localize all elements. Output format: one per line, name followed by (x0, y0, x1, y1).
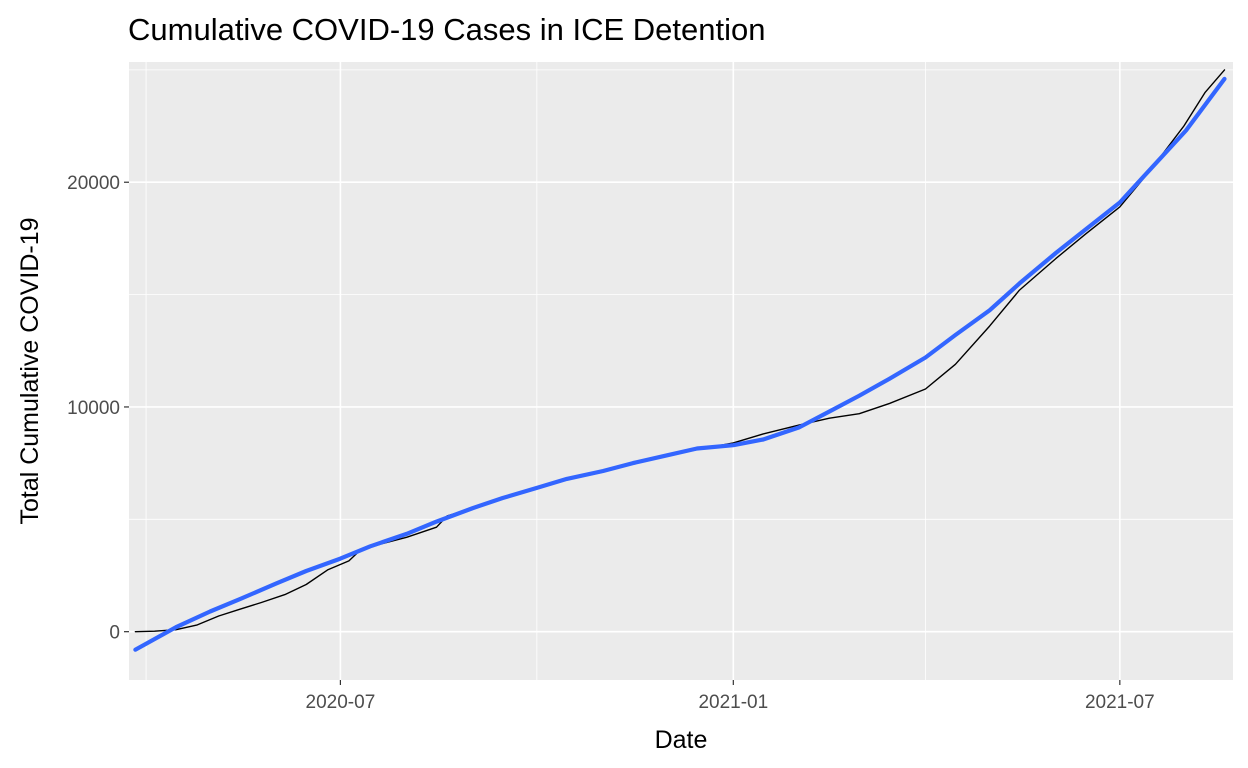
y-tick-label: 10000 (67, 398, 120, 419)
y-axis-title: Total Cumulative COVID-19 (16, 217, 44, 524)
smoothed-trend-line (133, 76, 1227, 652)
x-tick-label: 2020-07 (306, 692, 376, 713)
series-layer (133, 69, 1227, 652)
chart-title: Cumulative COVID-19 Cases in ICE Detenti… (128, 12, 765, 47)
gridlines (129, 62, 1233, 680)
axis-ticks: 0 10000 20000 2020-07 2021-01 2021-07 (67, 173, 1155, 713)
x-tick-label: 2021-07 (1085, 692, 1155, 713)
x-tick-label: 2021-01 (698, 692, 768, 713)
plot-panel (129, 62, 1233, 680)
y-tick-label: 20000 (67, 173, 120, 194)
y-tick-label: 0 (109, 623, 120, 644)
x-axis-title: Date (655, 726, 708, 754)
